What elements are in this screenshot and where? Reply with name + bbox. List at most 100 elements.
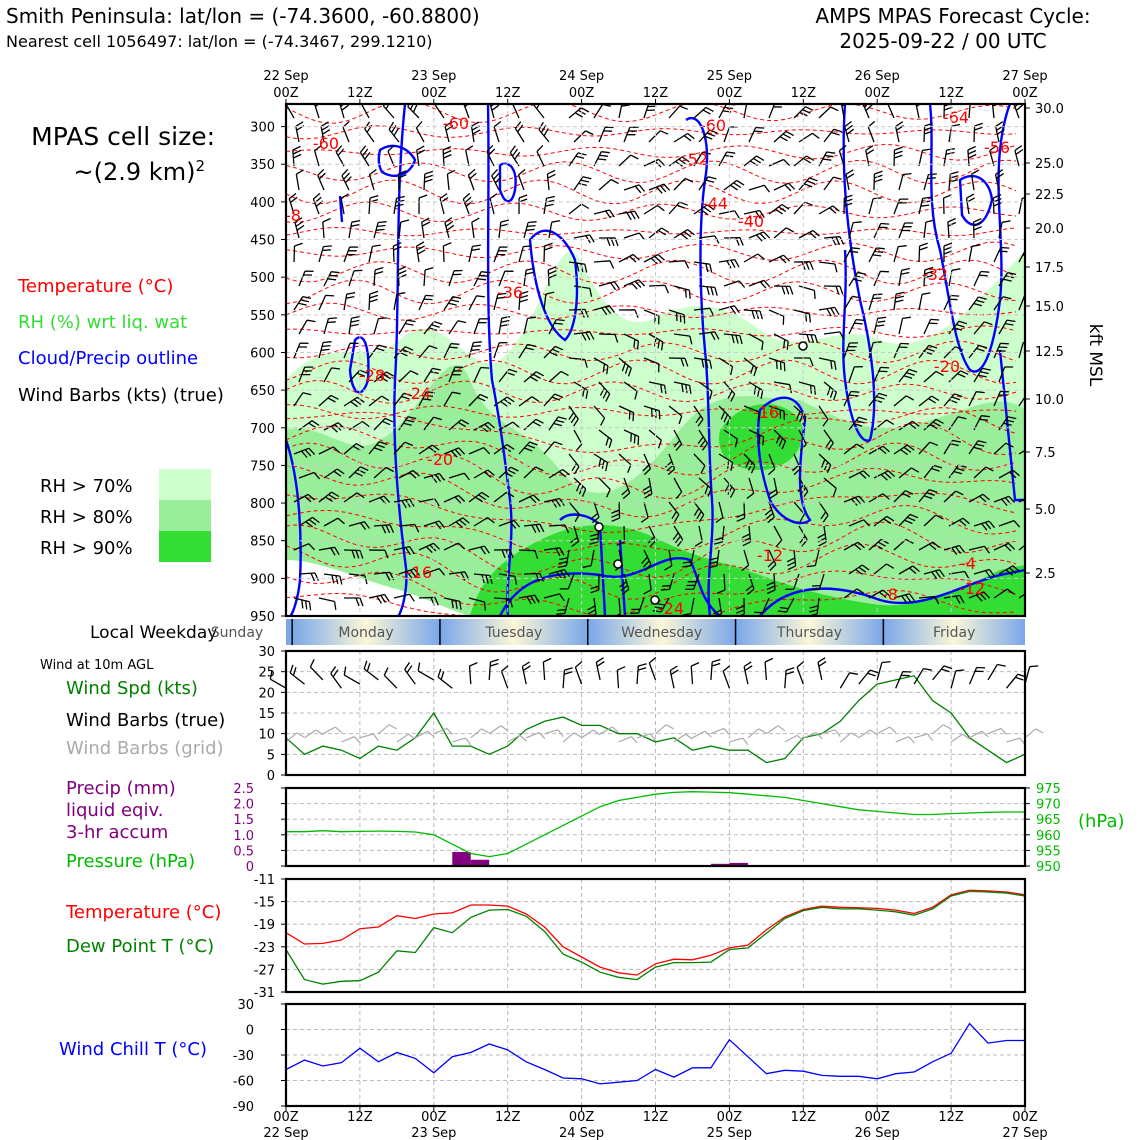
surface-barb-true: [343, 666, 361, 685]
upper-wind-barb: [312, 192, 324, 215]
upper-wind-barb: [546, 169, 556, 191]
upper-wind-barb: [998, 469, 1020, 479]
top-hour-label: 12Z: [938, 86, 964, 101]
surface-barb-grid-group: [969, 730, 989, 739]
upper-wind-barb: [823, 381, 838, 401]
upper-wind-barb: [868, 538, 889, 551]
upper-wind-barb: [1018, 498, 1025, 503]
surface-barb-true: [437, 668, 453, 689]
upper-wind-barb: [293, 342, 309, 359]
surface-barb-true: [722, 665, 731, 689]
upper-wind-barb: [448, 366, 464, 383]
upper-wind-barb: [823, 128, 843, 143]
bottom-day-label: 23 Sep: [411, 1126, 456, 1140]
upper-wind-barb: [538, 121, 550, 143]
upper-wind-barb: [867, 120, 876, 143]
upper-wind-barb: [418, 345, 438, 359]
upper-wind-barb: [652, 597, 670, 613]
upper-wind-barb: [643, 357, 660, 373]
cloud-outline-18: [338, 195, 344, 223]
upper-wind-barb: [473, 271, 490, 287]
upper-wind-barb: [568, 261, 588, 273]
upper-wind-barb: [523, 371, 545, 383]
upper-wind-barb: [648, 130, 669, 143]
pressure-ytick-label: 965: [1036, 813, 1061, 828]
upper-wind-barb: [292, 145, 302, 167]
upper-wind-barb: [518, 494, 541, 504]
upper-wind-barb: [768, 158, 791, 167]
surface-barb-grid: [470, 728, 490, 739]
upper-wind-barb: [773, 333, 789, 350]
upper-wind-barb: [948, 570, 970, 580]
upper-wind-barb: [823, 477, 837, 497]
upper-wind-barb: [723, 236, 744, 246]
surface-barb-true: [648, 657, 657, 681]
upper-wind-barb: [423, 520, 446, 530]
upper-wind-barb: [968, 440, 987, 455]
upper-wind-barb: [623, 381, 638, 400]
upper-wind-barb: [543, 345, 564, 359]
upper-wind-barb: [498, 421, 520, 431]
bottom-hour-label: 12Z: [938, 1110, 964, 1125]
upper-wind-barb: [868, 493, 890, 503]
upper-wind-barb: [368, 290, 379, 311]
upper-wind-barb: [693, 151, 711, 167]
surface-barb-grid: [433, 727, 454, 736]
upper-wind-barb: [340, 193, 349, 215]
dewpoint-label: Dew Point T (°C): [66, 936, 214, 957]
surface-barb-true: [764, 657, 774, 680]
upper-wind-barb: [998, 416, 1017, 431]
upper-wind-barb: [823, 236, 845, 246]
upper-wind-barb: [619, 573, 630, 596]
upper-wind-barb: [694, 525, 703, 547]
upper-wind-barb: [862, 104, 873, 119]
upper-wind-barb: [768, 309, 785, 325]
upper-wind-barb: [672, 525, 684, 547]
upper-wind-barb: [668, 357, 689, 367]
pressure-line: [286, 791, 1025, 858]
upper-wind-barb: [392, 242, 402, 263]
surface-barb-grid: [858, 729, 878, 739]
upper-wind-barb: [418, 498, 440, 507]
upper-wind-barb: [598, 126, 614, 143]
upper-wind-barb: [748, 126, 765, 143]
temperature-contour: [286, 521, 1017, 578]
surface-barb-true: [488, 658, 499, 680]
upper-wind-barb: [713, 525, 725, 545]
upper-wind-barb: [533, 104, 545, 119]
surface-barb-grid-group: [507, 734, 527, 743]
upper-wind-barb: [873, 563, 895, 575]
weekday-cell: [292, 619, 440, 645]
upper-wind-barb: [673, 381, 692, 394]
upper-wind-barb: [318, 491, 340, 503]
upper-wind-barb: [1018, 395, 1025, 407]
surface-barb-grid: [1024, 728, 1044, 739]
upper-wind-barb: [968, 545, 990, 554]
upper-wind-barb: [473, 517, 495, 527]
surface-barb-grid: [655, 724, 674, 735]
upper-wind-barb: [548, 416, 567, 431]
surface-barb-true: [932, 665, 953, 681]
upper-wind-barb: [843, 194, 853, 215]
upper-wind-barb: [398, 370, 419, 383]
surface-barb-grid-group: [599, 726, 620, 735]
weekday-strip: Sunday Monday Tuesday Wednesday Thursday Frid…: [211, 619, 1025, 645]
upper-wind-barb: [446, 169, 456, 191]
upper-wind-barb: [998, 565, 1020, 576]
upper-wind-barb: [318, 341, 332, 359]
upper-wind-barb: [343, 492, 365, 503]
surface-marker: [613, 559, 623, 569]
upper-wind-barb: [736, 501, 746, 522]
upper-wind-barb: [873, 222, 890, 239]
upper-wind-barb: [493, 341, 508, 359]
upper-wind-barb: [443, 391, 461, 407]
upper-wind-barb: [773, 525, 783, 547]
upper-wind-barb: [468, 447, 491, 455]
upper-wind-barb: [471, 217, 480, 239]
upper-wind-barb: [473, 573, 493, 584]
surface-barb-true: [987, 663, 1006, 681]
upper-wind-barb: [448, 320, 467, 335]
upper-wind-barb: [467, 168, 477, 191]
surface-barb-grid: [618, 736, 638, 744]
